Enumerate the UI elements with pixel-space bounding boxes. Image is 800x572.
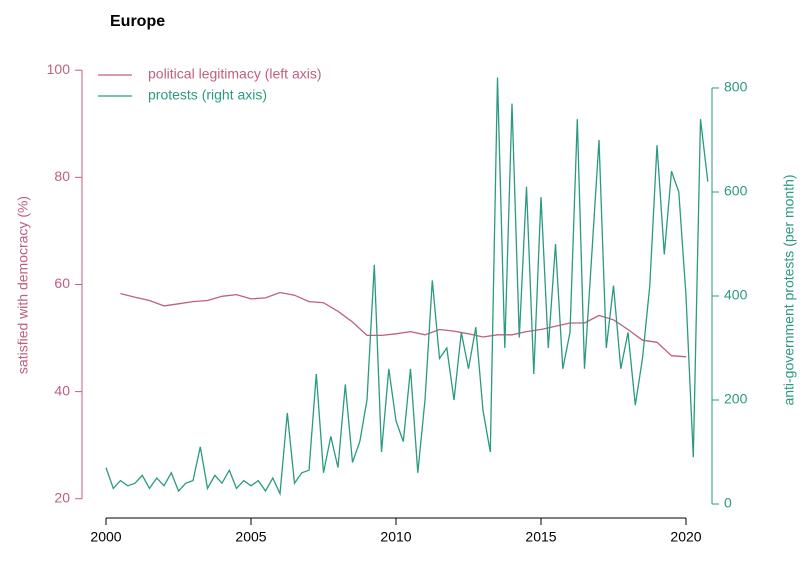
y2-tick-label: 400 [724,287,748,303]
x-tick-label: 2020 [670,529,701,545]
y2-tick-label: 600 [724,183,748,199]
y-axis-label: satisfied with democracy (%) [15,196,31,374]
y2-tick-label: 0 [724,495,732,511]
x-tick-label: 2010 [380,529,411,545]
y-tick-label: 20 [54,489,70,505]
chart-title: Europe [110,13,165,30]
y-tick-label: 40 [54,382,70,398]
y-tick-label: 60 [54,275,70,291]
x-tick-label: 2005 [235,529,266,545]
legend-label: protests (right axis) [148,87,267,103]
y2-axis-label: anti-government protests (per month) [781,174,797,405]
y2-tick-label: 800 [724,79,748,95]
series-line [105,77,709,497]
series-line [120,291,687,358]
x-tick-label: 2000 [90,529,121,545]
x-tick-label: 2015 [525,529,556,545]
y2-tick-label: 200 [724,391,748,407]
y-tick-label: 100 [47,61,71,77]
y-tick-label: 80 [54,168,70,184]
legend-label: political legitimacy (left axis) [148,66,322,82]
